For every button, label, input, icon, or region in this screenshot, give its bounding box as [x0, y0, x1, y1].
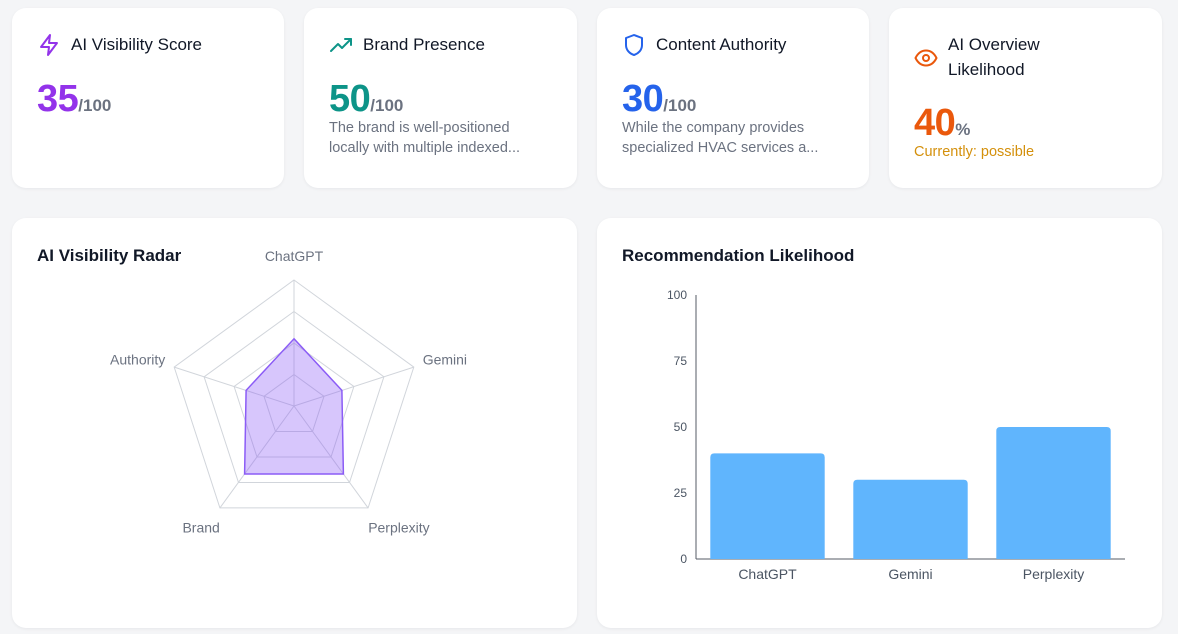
radar-grid-ring — [263, 373, 325, 432]
card-title: Brand Presence — [363, 32, 485, 57]
bar-chart-title: Recommendation Likelihood — [622, 246, 855, 265]
score-suffix: /100 — [370, 96, 404, 115]
card-title-line: Content Authority — [656, 35, 787, 54]
radar-axis-label: ChatGPT — [265, 248, 324, 264]
y-tick-label: 25 — [674, 486, 688, 500]
radar-grid-ring — [233, 342, 355, 458]
score-number: 40 — [914, 102, 956, 144]
radar-spoke — [293, 405, 369, 509]
bar-chatgpt — [710, 453, 825, 559]
y-tick-label: 0 — [680, 552, 687, 566]
card-title-line: AI Visibility Score — [71, 35, 203, 54]
bar-chart: 0 25 50 75 100 ChatGPT Gemini Perplexity — [667, 288, 1125, 582]
ai-visibility-score-card: AI Visibility Score 35/100 — [12, 8, 284, 188]
card-title: Content Authority — [656, 32, 786, 57]
description-line: While the company provides — [622, 120, 805, 136]
card-title-line: Likelihood — [948, 60, 1025, 79]
description-line: locally with multiple indexed... — [329, 140, 521, 156]
x-tick-label: ChatGPT — [738, 566, 797, 582]
score-value: 30/100 — [622, 79, 696, 126]
brand-presence-card: Brand Presence 50/100 The brand is well-… — [304, 8, 577, 188]
card-header: AI Visibility Score — [37, 32, 202, 57]
radar-axis-label: Brand — [182, 519, 219, 535]
score-value: 50/100 — [329, 79, 403, 126]
card-description: While the company provides specialized H… — [622, 118, 852, 158]
radar-spoke — [293, 366, 414, 407]
card-title: AI Visibility Score — [71, 32, 202, 57]
trending-up-icon — [330, 38, 352, 52]
card-title-line: Brand Presence — [363, 35, 485, 54]
radar-axis-label: Perplexity — [368, 519, 429, 535]
radar-grid-ring — [173, 279, 415, 509]
description-line: The brand is well-positioned — [329, 120, 510, 136]
radar-data-area — [243, 337, 345, 475]
radar-chart-title: AI Visibility Radar — [37, 246, 182, 265]
description-line: specialized HVAC services a... — [622, 140, 819, 156]
ai-overview-likelihood-card: AI Overview Likelihood 40% Currently: po… — [889, 8, 1162, 188]
score-suffix: /100 — [78, 96, 112, 115]
card-description: The brand is well-positioned locally wit… — [329, 118, 559, 158]
shield-icon — [625, 34, 643, 56]
eye-icon — [914, 49, 938, 67]
ai-visibility-radar-panel: AI Visibility Radar ChatGPT Gemini Perplex… — [12, 218, 577, 628]
bar-perplexity — [996, 427, 1111, 559]
score-suffix: /100 — [663, 96, 697, 115]
x-tick-label: Gemini — [888, 566, 932, 582]
y-tick-label: 75 — [674, 354, 688, 368]
card-title: AI Overview Likelihood — [948, 32, 1040, 82]
radar-spoke — [219, 405, 295, 509]
radar-chart: ChatGPT Gemini Perplexity Brand Authority — [110, 248, 467, 535]
radar-axis-label: Authority — [110, 352, 165, 368]
score-suffix: % — [955, 120, 971, 139]
radar-grid-ring — [203, 310, 385, 483]
score-value: 40% — [914, 103, 970, 150]
bar-gemini — [853, 479, 968, 559]
radar-axis-label: Gemini — [423, 352, 467, 368]
card-header: Brand Presence — [329, 32, 485, 57]
score-value: 35/100 — [37, 79, 111, 126]
radar-spoke — [174, 366, 295, 407]
score-number: 30 — [622, 78, 664, 120]
x-tick-label: Perplexity — [1023, 566, 1084, 582]
card-header: AI Overview Likelihood — [914, 32, 1040, 82]
card-header: Content Authority — [622, 32, 786, 57]
content-authority-card: Content Authority 30/100 While the compa… — [597, 8, 869, 188]
recommendation-likelihood-panel: Recommendation Likelihood 0 25 50 75 100 Chat… — [597, 218, 1162, 628]
score-number: 50 — [329, 78, 371, 120]
card-title-line: AI Overview — [948, 35, 1040, 54]
lightning-icon — [40, 34, 58, 56]
status-text: Currently: possible — [914, 144, 1035, 160]
y-tick-label: 50 — [674, 420, 688, 434]
score-number: 35 — [37, 78, 79, 120]
y-tick-label: 100 — [667, 288, 687, 302]
